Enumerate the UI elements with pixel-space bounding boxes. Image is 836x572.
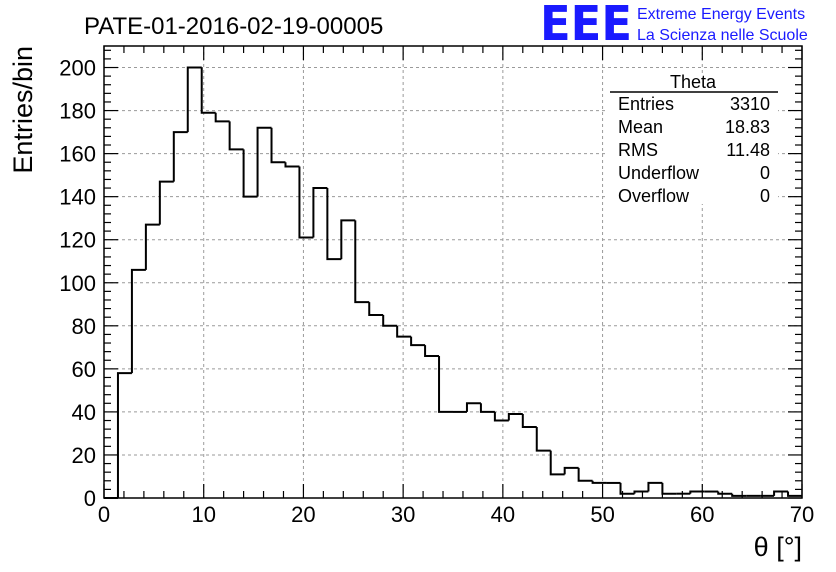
histogram-bin: [382, 315, 398, 327]
eee-logo: EEE: [540, 0, 632, 52]
x-tick-label: 50: [590, 502, 614, 527]
histogram-bin: [312, 187, 328, 238]
stats-row-value: 11.48: [726, 140, 770, 160]
chart-title: PATE-01-2016-02-19-00005: [84, 13, 383, 40]
histogram-bin: [521, 414, 537, 428]
histogram-bin: [619, 482, 635, 495]
y-tick-label: 100: [59, 271, 96, 296]
histogram-bin: [270, 127, 286, 164]
histogram-bin: [130, 268, 146, 374]
y-tick-label: 80: [72, 314, 96, 339]
banner-line-2: La Scienza nelle Scuole: [637, 27, 808, 44]
histogram-bin: [689, 490, 705, 494]
histogram-bin: [116, 372, 132, 498]
stats-row-value: 18.83: [725, 117, 770, 137]
stats-row-label: Overflow: [618, 186, 690, 206]
y-tick-label: 180: [59, 99, 96, 124]
histogram-series: [104, 66, 802, 499]
histogram-bin: [228, 121, 244, 151]
x-tick-label: 30: [391, 502, 415, 527]
histogram-bin: [214, 112, 230, 123]
histogram-bin: [717, 491, 733, 495]
y-tick-label: 60: [72, 357, 96, 382]
histogram-bin: [438, 355, 453, 413]
y-tick-label: 120: [59, 228, 96, 253]
y-tick-label: 140: [59, 185, 96, 210]
x-tick-label: 70: [790, 502, 814, 527]
axis-ticks: [103, 46, 803, 499]
histogram-bin: [549, 450, 565, 476]
y-tick-label: 160: [59, 142, 96, 167]
stats-box-title: Theta: [670, 72, 717, 92]
histogram-bin: [144, 223, 160, 270]
y-axis-title: Entries/bin: [8, 46, 38, 174]
y-tick-label: 20: [72, 443, 96, 468]
histogram-bin: [186, 66, 202, 133]
histogram-bin: [368, 302, 384, 317]
histogram-bin: [647, 481, 663, 492]
histogram-bin: [507, 413, 523, 421]
histogram-bin: [591, 480, 607, 484]
histogram-bin: [577, 467, 593, 482]
histogram-bin: [256, 126, 272, 197]
stats-row-value: 0: [760, 186, 770, 206]
histogram-bin: [242, 149, 258, 198]
histogram-bin: [340, 219, 356, 260]
histogram-bin: [563, 466, 579, 475]
stats-row-value: 0: [760, 163, 770, 183]
histogram-bin: [731, 493, 747, 497]
x-tick-label: 60: [690, 502, 714, 527]
x-tick-label: 0: [98, 502, 110, 527]
histogram-bin: [200, 67, 216, 114]
histogram-bin: [465, 402, 481, 412]
histogram-bin: [158, 180, 174, 225]
x-axis-title: θ [°]: [754, 532, 802, 562]
plot-frame: [103, 45, 803, 499]
histogram-bin: [326, 188, 342, 261]
histogram-bin: [396, 325, 412, 338]
histogram-bin: [493, 411, 509, 422]
tick-labels: 0 10 20 30 40 50 60 70 0 20 40 60 80 100 120 140 160 180 2…: [59, 56, 814, 527]
x-tick-label: 20: [291, 502, 315, 527]
stats-row-label: Mean: [618, 117, 663, 137]
histogram-bin: [535, 426, 551, 452]
stats-row-label: Underflow: [618, 163, 700, 183]
stats-rows: Entries 3310 Mean 18.83 RMS 11.48 Underflow 0 Ov…: [618, 94, 770, 206]
histogram-bin: [661, 482, 677, 495]
histogram-bin: [479, 403, 495, 413]
y-tick-label: 40: [72, 400, 96, 425]
histogram-bin: [410, 336, 426, 347]
stats-row-label: RMS: [618, 140, 658, 160]
stats-box: Theta Entries 3310 Mean 18.83 RMS 11.48 Underf…: [608, 72, 778, 206]
histogram-bin: [787, 491, 802, 497]
stats-box-background: [608, 74, 778, 204]
histogram-bin: [354, 220, 370, 304]
histogram-bin: [298, 166, 314, 239]
histogram-bin: [172, 131, 188, 182]
x-tick-label: 40: [491, 502, 515, 527]
stats-row-value: 3310: [730, 94, 770, 114]
histogram-bin: [284, 162, 300, 168]
y-tick-label: 200: [59, 56, 96, 81]
y-tick-label: 0: [84, 486, 96, 511]
x-tick-label: 10: [191, 502, 215, 527]
histogram-bin: [424, 345, 440, 357]
banner-line-1: Extreme Energy Events: [637, 6, 805, 23]
histogram-bin: [633, 490, 649, 494]
stats-row-label: Entries: [618, 94, 674, 114]
histogram-bin: [773, 490, 789, 496]
